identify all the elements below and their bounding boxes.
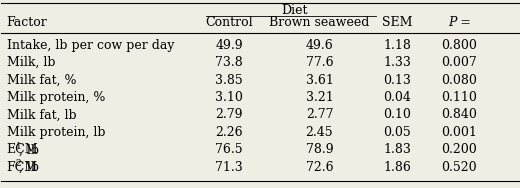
Text: Milk protein, %: Milk protein, %: [7, 91, 105, 104]
Text: 0.13: 0.13: [383, 74, 411, 86]
Text: SEM: SEM: [382, 16, 412, 29]
Text: Intake, lb per cow per day: Intake, lb per cow per day: [7, 39, 174, 52]
Text: 0.520: 0.520: [441, 161, 477, 174]
Text: 2.79: 2.79: [215, 108, 243, 121]
Text: 72.6: 72.6: [306, 161, 333, 174]
Text: 0.001: 0.001: [441, 126, 477, 139]
Text: 1.83: 1.83: [383, 143, 411, 156]
Text: ECM: ECM: [7, 143, 38, 156]
Text: Factor: Factor: [7, 16, 47, 29]
Text: 1: 1: [16, 142, 21, 151]
Text: 0.080: 0.080: [441, 74, 477, 86]
Text: 71.3: 71.3: [215, 161, 243, 174]
Text: 77.6: 77.6: [306, 56, 333, 69]
Text: 0.10: 0.10: [383, 108, 411, 121]
Text: 0.800: 0.800: [441, 39, 477, 52]
Text: 2.26: 2.26: [215, 126, 243, 139]
Text: Diet: Diet: [282, 5, 308, 17]
Text: , lb: , lb: [19, 143, 39, 156]
Text: 1.18: 1.18: [383, 39, 411, 52]
Text: 3.21: 3.21: [306, 91, 333, 104]
Text: 2.77: 2.77: [306, 108, 333, 121]
Text: 1.33: 1.33: [383, 56, 411, 69]
Text: 0.04: 0.04: [383, 91, 411, 104]
Text: 0.110: 0.110: [441, 91, 477, 104]
Text: 3.10: 3.10: [215, 91, 243, 104]
Text: , lb: , lb: [19, 161, 39, 174]
Text: Milk fat, %: Milk fat, %: [7, 74, 76, 86]
Text: 0.007: 0.007: [441, 56, 477, 69]
Text: 0.200: 0.200: [441, 143, 477, 156]
Text: Control: Control: [205, 16, 253, 29]
Text: Brown seaweed: Brown seaweed: [269, 16, 370, 29]
Text: 49.9: 49.9: [215, 39, 243, 52]
Text: 76.5: 76.5: [215, 143, 243, 156]
Text: 49.6: 49.6: [306, 39, 333, 52]
Text: 3.61: 3.61: [306, 74, 333, 86]
Text: Milk, lb: Milk, lb: [7, 56, 55, 69]
Text: P =: P =: [448, 16, 471, 29]
Text: Milk fat, lb: Milk fat, lb: [7, 108, 76, 121]
Text: 0.840: 0.840: [441, 108, 477, 121]
Text: 2.45: 2.45: [306, 126, 333, 139]
Text: 2: 2: [16, 159, 21, 168]
Text: FCM: FCM: [7, 161, 37, 174]
Text: 78.9: 78.9: [306, 143, 333, 156]
Text: 3.85: 3.85: [215, 74, 243, 86]
Text: 0.05: 0.05: [383, 126, 411, 139]
Text: Milk protein, lb: Milk protein, lb: [7, 126, 105, 139]
Text: 1.86: 1.86: [383, 161, 411, 174]
Text: 73.8: 73.8: [215, 56, 243, 69]
